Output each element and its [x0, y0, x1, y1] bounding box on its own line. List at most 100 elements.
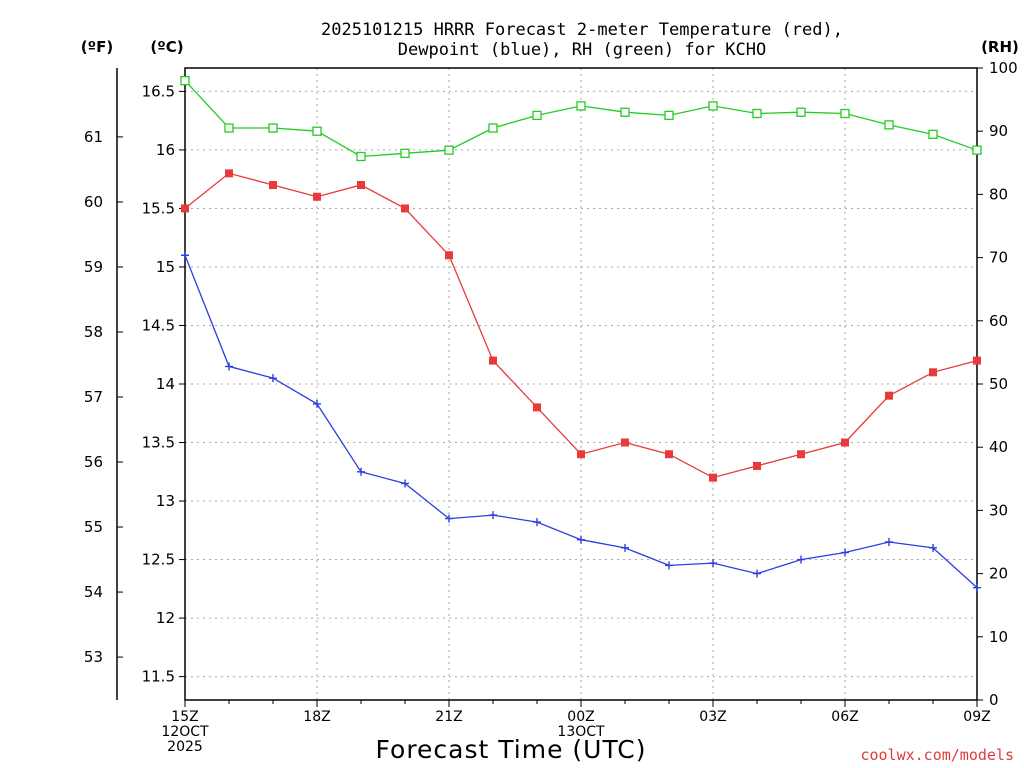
rh-tick-label-6: 60 [989, 312, 1008, 330]
series-temperature [181, 169, 981, 482]
point-rh-3 [312, 126, 322, 136]
point-rh-16 [884, 120, 894, 130]
celsius-tick-label-9: 16 [156, 141, 175, 159]
rh-tick-label-0: 0 [989, 691, 999, 709]
fahrenheit-tick-label-2: 55 [84, 518, 103, 536]
chart-title-line1: 2025101215 HRRR Forecast 2-meter Tempera… [321, 20, 843, 40]
point-temperature-17 [929, 368, 937, 377]
time-tick-label-0-0: 15Z [171, 709, 198, 725]
point-rh-9 [576, 101, 586, 111]
point-rh-0 [180, 75, 190, 86]
celsius-tick-label-4: 13.5 [142, 434, 175, 452]
time-tick-label-5-0: 06Z [831, 709, 858, 725]
point-temperature-18 [973, 356, 981, 365]
point-dewpoint-0 [181, 251, 189, 260]
celsius-tick-label-10: 16.5 [142, 82, 175, 100]
fahrenheit-axis: 53 54 55 56 57 58 59 60 61 [84, 128, 123, 666]
point-dewpoint-16 [885, 538, 893, 546]
series-line-rh [184, 80, 978, 158]
chart-title-line2: Dewpoint (blue), RH (green) for KCHO [398, 40, 766, 60]
point-temperature-13 [753, 461, 761, 470]
point-dewpoint-17 [929, 543, 937, 552]
point-rh-13 [752, 108, 762, 119]
point-rh-14 [796, 107, 806, 117]
celsius-tick-label-6: 14.5 [142, 316, 175, 334]
point-rh-2 [268, 123, 278, 133]
point-rh-11 [664, 110, 674, 121]
time-tick-label-3-0: 00Z [567, 709, 594, 725]
point-rh-18 [972, 145, 982, 155]
point-dewpoint-8 [533, 518, 541, 527]
point-dewpoint-4 [357, 467, 365, 476]
rh-tick-label-1: 10 [989, 628, 1008, 646]
point-temperature-0 [181, 204, 189, 213]
point-dewpoint-3 [313, 399, 321, 408]
celsius-axis: 11.5 12 12.5 13 13.5 14 14.5 15 15.5 16 16.5 [142, 82, 185, 686]
point-rh-8 [532, 110, 542, 121]
celsius-tick-label-5: 14 [156, 375, 175, 393]
point-temperature-9 [577, 450, 585, 459]
fahrenheit-tick-label-1: 54 [84, 583, 103, 601]
rh-tick-label-8: 80 [989, 185, 1008, 203]
fahrenheit-unit-label: (ºF) [81, 38, 113, 56]
time-tick-label-1-0: 18Z [303, 709, 330, 725]
point-temperature-16 [885, 391, 893, 400]
time-tick-label-3-1: 13OCT [557, 724, 605, 740]
fahrenheit-tick-label-3: 56 [84, 453, 103, 471]
point-temperature-11 [665, 450, 673, 459]
point-dewpoint-1 [225, 362, 233, 371]
celsius-tick-label-8: 15.5 [142, 199, 175, 217]
point-temperature-6 [445, 251, 453, 260]
point-temperature-15 [841, 438, 849, 447]
point-dewpoint-11 [665, 561, 673, 570]
rh-tick-label-3: 30 [989, 501, 1008, 519]
point-temperature-3 [313, 192, 321, 201]
point-rh-4 [356, 151, 366, 162]
fahrenheit-tick-label-0: 53 [84, 648, 103, 666]
point-dewpoint-7 [489, 511, 497, 520]
point-temperature-4 [357, 181, 365, 190]
time-tick-label-0-1: 12OCT [161, 724, 209, 740]
point-dewpoint-13 [753, 569, 761, 578]
fahrenheit-tick-label-4: 57 [84, 388, 103, 406]
celsius-tick-label-1: 12 [156, 609, 175, 627]
fahrenheit-tick-label-8: 61 [84, 128, 103, 146]
fahrenheit-tick-label-7: 60 [84, 193, 103, 211]
point-dewpoint-14 [797, 555, 805, 564]
point-rh-12 [708, 101, 718, 111]
point-dewpoint-2 [269, 374, 277, 383]
point-temperature-12 [709, 473, 717, 482]
point-rh-10 [620, 107, 630, 117]
point-rh-6 [444, 145, 454, 155]
point-dewpoint-12 [709, 559, 717, 568]
rh-tick-label-5: 50 [989, 375, 1008, 393]
point-rh-17 [928, 129, 938, 140]
rh-tick-label-9: 90 [989, 122, 1008, 140]
series-rh [180, 75, 982, 162]
grid-lines [185, 68, 977, 700]
point-dewpoint-5 [401, 479, 409, 488]
time-tick-label-6-0: 09Z [963, 709, 990, 725]
point-temperature-8 [533, 403, 541, 412]
point-dewpoint-6 [445, 514, 453, 523]
series-dewpoint [181, 251, 981, 592]
point-dewpoint-9 [577, 535, 585, 544]
rh-axis: 0 10 20 30 40 50 60 70 80 90 100 [977, 59, 1018, 709]
rh-tick-label-4: 40 [989, 438, 1008, 456]
rh-tick-label-7: 70 [989, 249, 1008, 267]
point-temperature-10 [621, 438, 629, 447]
point-dewpoint-18 [973, 583, 981, 592]
point-temperature-7 [489, 356, 497, 365]
source-credit: coolwx.com/models [860, 746, 1014, 764]
point-rh-5 [400, 148, 410, 158]
point-temperature-1 [225, 169, 233, 178]
point-dewpoint-15 [841, 548, 849, 557]
point-dewpoint-10 [621, 543, 629, 552]
celsius-tick-label-2: 12.5 [142, 551, 175, 569]
fahrenheit-tick-label-6: 59 [84, 258, 103, 276]
time-tick-label-4-0: 03Z [699, 709, 726, 725]
celsius-tick-label-7: 15 [156, 258, 175, 276]
point-rh-7 [488, 123, 498, 133]
